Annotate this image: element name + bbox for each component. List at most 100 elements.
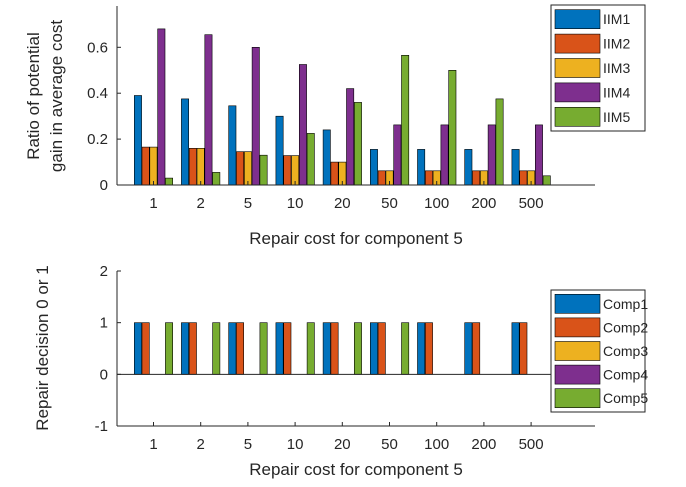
bar-iim5-20 xyxy=(353,102,362,186)
x-tick-label: 200 xyxy=(471,436,496,453)
legend-swatch-comp5 xyxy=(554,388,601,409)
bar-comp1-200 xyxy=(464,322,473,375)
bar-iim2-2 xyxy=(188,148,197,186)
legend-label-iim2: IIM2 xyxy=(603,36,630,52)
bar-comp2-50 xyxy=(377,322,386,375)
legend-swatch-iim5 xyxy=(554,107,601,127)
bar-comp5-5 xyxy=(259,322,268,375)
bar-comp2-200 xyxy=(472,322,481,375)
bar-iim4-500 xyxy=(534,124,543,186)
legend-swatch-iim3 xyxy=(554,58,601,78)
y-tick-label: 0.6 xyxy=(87,39,108,56)
bar-comp2-100 xyxy=(424,322,433,375)
bar-iim3-5 xyxy=(244,151,252,186)
bar-comp5-50 xyxy=(401,322,410,375)
x-tick-label: 100 xyxy=(424,436,449,453)
x-tick-label: 200 xyxy=(471,195,496,212)
legend-label-iim5: IIM5 xyxy=(603,109,630,125)
bar-iim1-50 xyxy=(369,149,378,186)
x-tick-label: 10 xyxy=(287,436,304,453)
legend-label-iim1: IIM1 xyxy=(603,11,630,27)
bar-iim4-50 xyxy=(393,124,402,186)
bar-iim3-1 xyxy=(149,146,158,186)
bar-iim5-50 xyxy=(401,54,410,186)
x-tick-label: 5 xyxy=(244,436,252,453)
x-tick-label: 20 xyxy=(334,195,351,212)
legend-label-comp5: Comp5 xyxy=(603,390,648,406)
legend-label-iim3: IIM3 xyxy=(603,60,630,76)
y-tick-label: 0 xyxy=(100,177,108,194)
bar-comp2-10 xyxy=(283,322,292,375)
legend-swatch-comp2 xyxy=(554,317,601,338)
x-tick-label: 50 xyxy=(381,195,398,212)
legend-swatch-comp3 xyxy=(554,341,601,361)
bar-iim2-50 xyxy=(377,170,386,186)
bar-iim2-20 xyxy=(330,161,339,186)
x-axis-title: Repair cost for component 5 xyxy=(249,229,463,248)
bar-comp1-2 xyxy=(181,322,189,375)
bar-iim3-10 xyxy=(291,155,300,186)
bar-comp1-1 xyxy=(134,322,142,375)
x-axis-ticks: 1 2 5 10 20 50 100 200 500 xyxy=(149,181,544,212)
bar-comp2-5 xyxy=(236,322,244,375)
bar-iim5-5 xyxy=(259,154,268,186)
y-axis-title-line-2: gain in average cost xyxy=(47,20,66,172)
x-tick-label: 20 xyxy=(334,436,351,453)
x-tick-label: 2 xyxy=(197,195,205,212)
bar-iim1-500 xyxy=(511,149,520,186)
bar-iim1-20 xyxy=(322,129,331,186)
legend-swatch-comp4 xyxy=(554,364,601,385)
legend-label-comp4: Comp4 xyxy=(603,367,648,383)
x-tick-label: 500 xyxy=(519,195,544,212)
y-tick-label: -1 xyxy=(95,418,108,435)
legend-label-comp2: Comp2 xyxy=(603,319,648,335)
bar-iim1-200 xyxy=(464,149,473,186)
bar-iim5-200 xyxy=(495,98,504,186)
legend-label-iim4: IIM4 xyxy=(603,84,630,100)
y-tick-label: 2 xyxy=(100,263,108,280)
x-tick-label: 1 xyxy=(149,436,157,453)
bar-iim1-1 xyxy=(134,95,142,186)
bar-iim5-1 xyxy=(165,177,173,186)
y-axis-ticks: 0 0.2 0.4 0.6 xyxy=(87,39,121,194)
bar-comp2-20 xyxy=(330,322,339,375)
bar-comp5-20 xyxy=(353,322,362,375)
x-tick-label: 10 xyxy=(287,195,304,212)
bar-iim2-100 xyxy=(424,170,433,186)
bar-iim1-2 xyxy=(181,98,189,186)
bar-comp5-1 xyxy=(165,322,173,375)
bar-comp1-10 xyxy=(275,322,284,375)
y-axis-ticks: -1 0 1 2 xyxy=(95,263,121,435)
legend-swatch-iim1 xyxy=(554,9,601,29)
bar-iim3-2 xyxy=(196,148,205,186)
bar-iim1-10 xyxy=(275,115,284,186)
legend-label-comp1: Comp1 xyxy=(603,296,648,312)
x-tick-label: 500 xyxy=(519,436,544,453)
x-tick-label: 5 xyxy=(244,195,252,212)
bar-comp5-10 xyxy=(306,322,315,375)
y-tick-label: 0 xyxy=(100,366,108,383)
legend-swatch-iim2 xyxy=(554,33,601,54)
repair-decision-chart: -1 0 1 2 1 2 5 10 20 50 100 200 500 Repair cost for… xyxy=(33,263,648,479)
x-axis-ticks: 1 2 5 10 20 50 100 200 500 xyxy=(149,422,544,453)
y-axis-title: Repair decision 0 or 1 xyxy=(33,265,52,430)
bar-iim5-10 xyxy=(306,133,315,186)
bar-iim2-10 xyxy=(283,155,292,186)
bar-iim5-500 xyxy=(542,175,551,186)
legend: Comp1 Comp2 Comp3 Comp4 Comp5 xyxy=(550,289,648,413)
x-tick-label: 2 xyxy=(197,436,205,453)
y-axis-title-line-1: Ratio of potential xyxy=(24,32,43,160)
bar-iim4-5 xyxy=(251,46,260,186)
bar-comp1-100 xyxy=(417,322,426,375)
y-tick-label: 1 xyxy=(100,315,108,332)
bar-comp1-5 xyxy=(228,322,237,375)
bar-iim2-200 xyxy=(472,170,481,186)
bar-comp2-1 xyxy=(141,322,150,375)
x-tick-label: 50 xyxy=(381,436,398,453)
legend: IIM1 IIM2 IIM3 IIM4 IIM5 xyxy=(550,4,646,132)
bar-comp1-500 xyxy=(511,322,520,375)
bar-comp1-50 xyxy=(369,322,378,375)
bar-comp2-2 xyxy=(188,322,197,375)
bar-iim1-5 xyxy=(228,105,237,186)
bar-iim4-2 xyxy=(204,34,213,186)
